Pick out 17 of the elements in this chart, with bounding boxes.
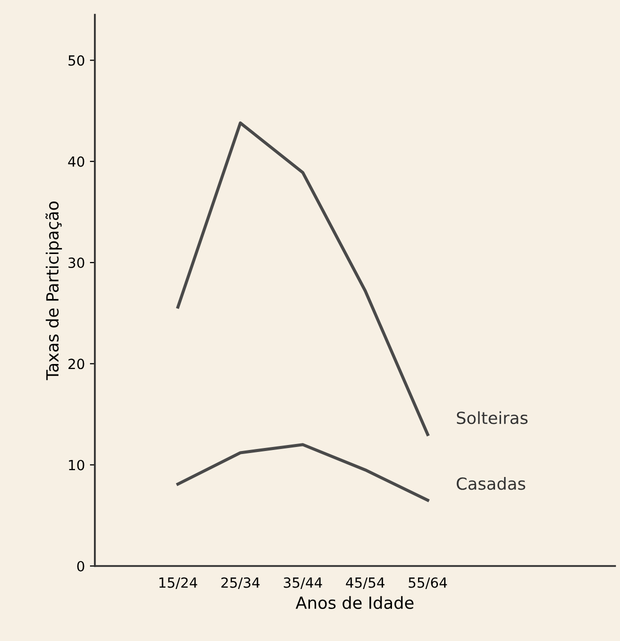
- line-series: [176, 121, 430, 436]
- line-series: [176, 443, 430, 502]
- y-tick-label: 50: [68, 55, 84, 66]
- series-label: Casadas: [456, 477, 526, 490]
- x-tick-label: 55/64: [408, 577, 447, 589]
- x-axis-title: Anos de Idade: [296, 596, 414, 610]
- y-tick-label: 0: [77, 560, 84, 572]
- series-label: Solteiras: [456, 411, 528, 424]
- x-tick-label: 15/24: [159, 577, 198, 589]
- y-axis-title: Taxas de Participação: [45, 202, 62, 380]
- y-tick-label: 30: [68, 258, 84, 268]
- x-tick-label: 25/34: [221, 577, 260, 589]
- y-tick-label: 40: [68, 156, 84, 167]
- y-tick-label: 20: [68, 358, 84, 370]
- y-tick-label: 10: [68, 460, 84, 470]
- x-tick-label: 45/54: [346, 578, 384, 589]
- x-tick-label: 35/44: [284, 577, 322, 589]
